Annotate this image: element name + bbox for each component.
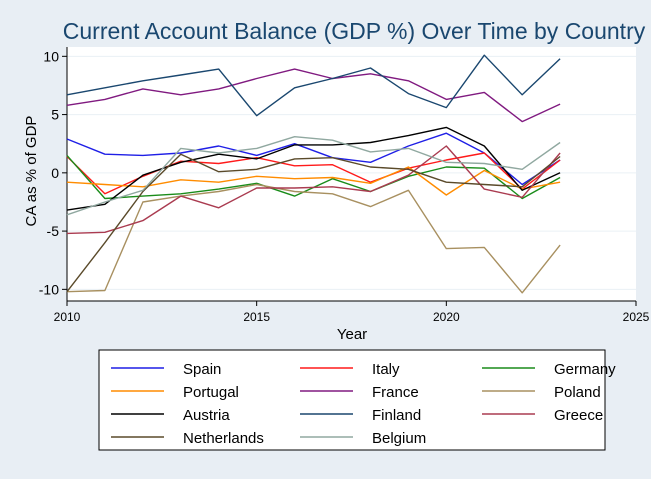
series-line-poland — [66, 183, 561, 294]
legend-item-belgium: Belgium — [300, 430, 426, 447]
legend-item-greece: Greece — [482, 407, 603, 424]
series-lines — [66, 54, 561, 294]
legend-item-spain: Spain — [111, 361, 221, 378]
legend-label: Netherlands — [183, 430, 264, 447]
legend-label: Greece — [554, 407, 603, 424]
legend-label: Portugal — [183, 384, 239, 401]
y-tick-label: 5 — [51, 107, 59, 123]
legend-item-italy: Italy — [300, 361, 400, 378]
axes: -10 -5 0 5 10 2010 2015 2020 2025 — [39, 47, 650, 324]
legend-label: Poland — [554, 384, 601, 401]
legend-label: Spain — [183, 361, 221, 378]
x-tick-label: 2010 — [54, 310, 81, 324]
series-line-austria — [66, 126, 561, 211]
legend-item-austria: Austria — [111, 407, 230, 424]
legend-label: Finland — [372, 407, 421, 424]
series-line-greece — [66, 145, 561, 235]
series-line-belgium — [66, 135, 561, 216]
series-line-france — [66, 68, 561, 123]
legend-item-france: France — [300, 384, 419, 401]
legend-label: Germany — [554, 361, 616, 378]
legend-label: Italy — [372, 361, 400, 378]
chart-title: Current Account Balance (GDP %) Over Tim… — [63, 18, 646, 44]
legend-box — [98, 349, 606, 451]
legend-item-finland: Finland — [300, 407, 421, 424]
y-axis-label: CA as % of GDP — [23, 116, 40, 227]
x-tick-label: 2025 — [623, 310, 650, 324]
y-tick-label: -5 — [47, 223, 60, 239]
legend-label: Austria — [183, 407, 230, 424]
legend-label: France — [372, 384, 419, 401]
legend-item-poland: Poland — [482, 384, 601, 401]
series-line-finland — [66, 54, 561, 117]
legend-item-netherlands: Netherlands — [111, 430, 264, 447]
legend: Spain Italy Germany Portugal France Poland Aus… — [98, 349, 616, 451]
series-line-netherlands — [66, 153, 561, 293]
legend-item-germany: Germany — [482, 361, 616, 378]
legend-label: Belgium — [372, 430, 426, 447]
y-tick-label: 10 — [43, 48, 59, 64]
y-tick-label: -10 — [39, 281, 59, 297]
x-tick-label: 2020 — [433, 310, 460, 324]
x-tick-label: 2015 — [243, 310, 270, 324]
y-tick-label: 0 — [51, 165, 59, 181]
x-axis-label: Year — [337, 326, 367, 343]
series-line-spain — [66, 132, 561, 186]
legend-item-portugal: Portugal — [111, 384, 239, 401]
